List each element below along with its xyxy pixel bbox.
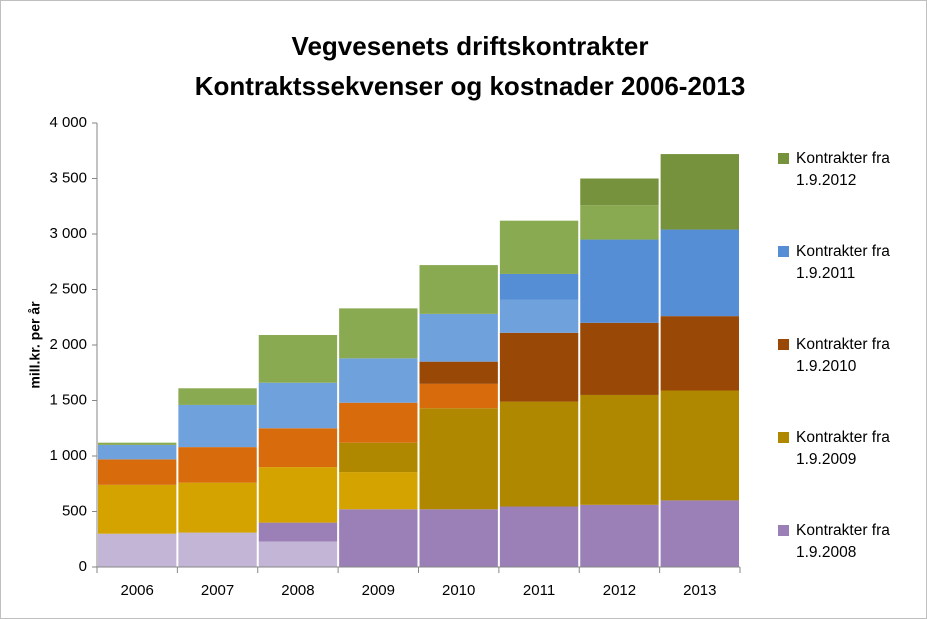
bar-segment bbox=[419, 408, 498, 510]
x-tick-label: 2012 bbox=[603, 582, 636, 599]
bar-segment bbox=[499, 299, 579, 333]
bar-segment bbox=[580, 504, 659, 567]
bar-segment bbox=[580, 239, 659, 323]
bar-segment bbox=[660, 390, 739, 501]
legend-item: Kontrakter fra 1.9.2012 bbox=[778, 148, 908, 241]
bar-segment bbox=[98, 459, 177, 485]
y-axis-label: mill.kr. per år bbox=[27, 301, 43, 389]
x-tick-label: 2006 bbox=[121, 582, 154, 599]
bar-segment bbox=[178, 388, 257, 405]
bar-segment bbox=[178, 532, 257, 567]
x-tick-label: 2007 bbox=[201, 582, 234, 599]
bar-segment bbox=[580, 205, 659, 240]
y-tick-label: 0 bbox=[79, 558, 87, 575]
bar-segment bbox=[339, 442, 418, 473]
y-tick-label: 3 000 bbox=[49, 225, 87, 242]
y-tick-label: 500 bbox=[62, 502, 87, 519]
x-tick-label: 2013 bbox=[683, 582, 716, 599]
bar-segment bbox=[660, 154, 739, 230]
x-tick-label: 2011 bbox=[523, 582, 555, 599]
legend-swatch bbox=[778, 246, 789, 257]
bar-segment bbox=[499, 401, 579, 507]
y-tick-label: 1 000 bbox=[49, 447, 87, 464]
bar-segment bbox=[419, 265, 498, 314]
x-tick-label: 2010 bbox=[442, 582, 475, 599]
bar-segment bbox=[339, 509, 418, 567]
bar-segment bbox=[660, 229, 739, 317]
bar-segment bbox=[660, 500, 739, 567]
y-tick-label: 4 000 bbox=[49, 114, 87, 131]
y-tick-label: 2 500 bbox=[49, 280, 87, 297]
bar-segment bbox=[339, 308, 418, 359]
legend-swatch bbox=[778, 153, 789, 164]
bar-segment bbox=[339, 402, 418, 443]
x-tick-label: 2009 bbox=[362, 582, 395, 599]
legend-label: Kontrakter fra 1.9.2011 bbox=[796, 243, 890, 282]
bar-segment bbox=[339, 358, 418, 403]
bar-segment bbox=[258, 335, 338, 383]
bar-segment bbox=[178, 404, 257, 448]
legend-swatch bbox=[778, 432, 789, 443]
y-tick-label: 3 500 bbox=[49, 169, 87, 186]
bar-segment bbox=[258, 467, 338, 523]
legend-label: Kontrakter fra 1.9.2010 bbox=[796, 336, 890, 375]
chart-title: Vegvesenets driftskontrakter bbox=[292, 31, 649, 61]
legend-item: Kontrakter fra 1.9.2009 bbox=[778, 427, 908, 520]
bar-segment bbox=[419, 313, 498, 362]
bar-segment bbox=[499, 506, 579, 567]
legend-item: Kontrakter fra 1.9.2008 bbox=[778, 520, 908, 613]
y-tick-label: 1 500 bbox=[49, 391, 87, 408]
legend: Kontrakter fra 1.9.2012 Kontrakter fra 1.… bbox=[778, 148, 908, 613]
bar-segment bbox=[499, 332, 579, 402]
legend-swatch bbox=[778, 525, 789, 536]
bar-segment bbox=[580, 322, 659, 395]
bar-segment bbox=[98, 533, 177, 567]
legend-item: Kontrakter fra 1.9.2011 bbox=[778, 241, 908, 334]
bar-segment bbox=[178, 447, 257, 483]
legend-item: Kontrakter fra 1.9.2010 bbox=[778, 334, 908, 427]
bar-segment bbox=[419, 509, 498, 567]
legend-label: Kontrakter fra 1.9.2009 bbox=[796, 429, 890, 468]
y-tick-label: 2 000 bbox=[49, 336, 87, 353]
bar-segment bbox=[499, 220, 579, 274]
legend-label: Kontrakter fra 1.9.2012 bbox=[796, 150, 890, 189]
bar-segment bbox=[419, 383, 498, 409]
legend-swatch bbox=[778, 339, 789, 350]
bar-segment bbox=[580, 394, 659, 505]
legend-label: Kontrakter fra 1.9.2008 bbox=[796, 522, 890, 561]
bar-segment bbox=[178, 482, 257, 533]
bar-segment bbox=[258, 428, 338, 468]
bar-segment bbox=[660, 316, 739, 391]
bar-segment bbox=[580, 178, 659, 206]
bar-segment bbox=[339, 472, 418, 510]
bar-segment bbox=[499, 273, 579, 300]
bar-segment bbox=[258, 382, 338, 429]
chart-title: Kontraktssekvenser og kostnader 2006-201… bbox=[195, 71, 746, 101]
bar-segment bbox=[258, 522, 338, 542]
bar-segment bbox=[258, 541, 338, 567]
bar-segment bbox=[419, 361, 498, 384]
bar-segment bbox=[98, 484, 177, 534]
x-tick-label: 2008 bbox=[281, 582, 314, 599]
bar-segment bbox=[98, 444, 177, 460]
bar-segment bbox=[98, 442, 177, 445]
